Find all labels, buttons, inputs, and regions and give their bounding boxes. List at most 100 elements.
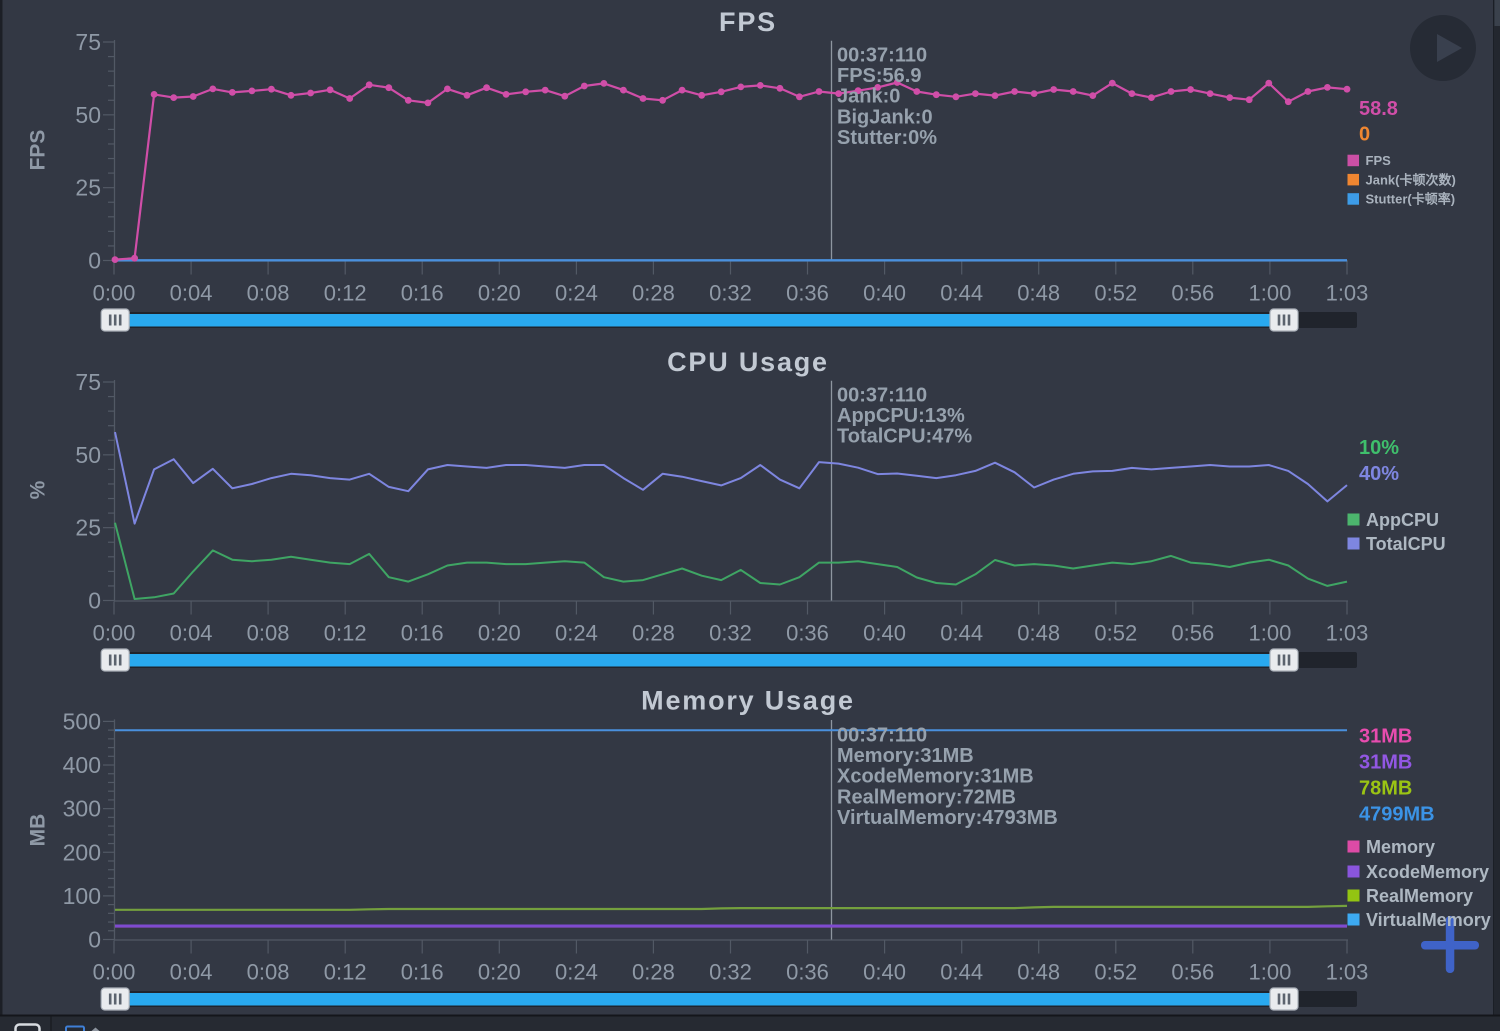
svg-text:0:08: 0:08 (247, 620, 290, 645)
svg-text:MB: MB (27, 814, 50, 847)
svg-text:200: 200 (63, 839, 101, 865)
svg-text:1:00: 1:00 (1248, 620, 1291, 645)
svg-text:0:16: 0:16 (401, 959, 444, 984)
svg-text:0:24: 0:24 (555, 620, 598, 645)
svg-text:0:32: 0:32 (709, 620, 752, 645)
svg-text:0:56: 0:56 (1171, 280, 1214, 305)
svg-text:0:24: 0:24 (555, 280, 598, 305)
svg-text:0:00: 0:00 (93, 620, 136, 645)
svg-text:FPS: FPS (1366, 153, 1392, 168)
svg-text:FPS:56.9: FPS:56.9 (837, 65, 921, 87)
svg-text:0:04: 0:04 (170, 280, 213, 305)
svg-text:4799MB: 4799MB (1359, 804, 1435, 826)
svg-text:0:16: 0:16 (401, 620, 444, 645)
svg-text:0:48: 0:48 (1017, 620, 1060, 645)
svg-text:00:37:110: 00:37:110 (837, 45, 927, 67)
svg-text:0:12: 0:12 (324, 620, 367, 645)
svg-text:%: % (27, 480, 50, 499)
svg-text:0:36: 0:36 (786, 620, 829, 645)
svg-text:VirtualMemory:4793MB: VirtualMemory:4793MB (837, 807, 1058, 829)
svg-text:0:32: 0:32 (709, 959, 752, 984)
svg-text:0:20: 0:20 (478, 959, 521, 984)
svg-text:0:28: 0:28 (632, 959, 675, 984)
svg-text:0:44: 0:44 (940, 620, 983, 645)
svg-text:0:00: 0:00 (93, 280, 136, 305)
svg-text:0:12: 0:12 (324, 959, 367, 984)
svg-text:78MB: 78MB (1359, 778, 1412, 800)
svg-text:Memory Usage: Memory Usage (641, 686, 855, 716)
svg-text:0:56: 0:56 (1171, 959, 1214, 984)
svg-text:VirtualMemory: VirtualMemory (1366, 910, 1491, 930)
svg-text:25: 25 (75, 515, 101, 541)
svg-text:31MB: 31MB (1359, 752, 1412, 774)
svg-text:0:28: 0:28 (632, 620, 675, 645)
svg-text:500: 500 (63, 708, 101, 734)
svg-text:40%: 40% (1359, 463, 1399, 485)
svg-text:0:52: 0:52 (1094, 280, 1137, 305)
svg-text:00:37:110: 00:37:110 (837, 725, 927, 747)
svg-text:0:20: 0:20 (478, 620, 521, 645)
svg-text:400: 400 (63, 752, 101, 778)
svg-text:1:00: 1:00 (1248, 280, 1291, 305)
svg-text:1:03: 1:03 (1326, 620, 1369, 645)
svg-text:00:37:110: 00:37:110 (837, 385, 927, 407)
svg-text:CPU Usage: CPU Usage (667, 347, 829, 377)
svg-text:RealMemory:72MB: RealMemory:72MB (837, 786, 1016, 808)
svg-text:0:08: 0:08 (247, 959, 290, 984)
svg-text:Stutter:0%: Stutter:0% (837, 127, 937, 149)
svg-text:0:04: 0:04 (170, 620, 213, 645)
svg-text:1:00: 1:00 (1248, 959, 1291, 984)
svg-text:0:36: 0:36 (786, 959, 829, 984)
svg-text:XcodeMemory:31MB: XcodeMemory:31MB (837, 766, 1034, 788)
svg-text:Stutter(卡顿率): Stutter(卡顿率) (1366, 192, 1456, 207)
svg-text:0: 0 (88, 588, 101, 614)
svg-text:1:03: 1:03 (1326, 280, 1369, 305)
svg-text:BigJank:0: BigJank:0 (837, 106, 933, 128)
svg-text:Jank(卡顿次数): Jank(卡顿次数) (1366, 172, 1456, 187)
svg-text:300: 300 (63, 796, 101, 822)
svg-text:58.8: 58.8 (1359, 98, 1398, 120)
svg-text:AppCPU:13%: AppCPU:13% (837, 405, 965, 427)
svg-text:0:40: 0:40 (863, 280, 906, 305)
svg-text:Memory: Memory (1366, 837, 1435, 857)
svg-text:Jank:0: Jank:0 (837, 86, 900, 108)
svg-text:FPS: FPS (719, 7, 777, 37)
svg-text:0:52: 0:52 (1094, 959, 1137, 984)
svg-text:0:52: 0:52 (1094, 620, 1137, 645)
svg-text:0:44: 0:44 (940, 280, 983, 305)
svg-text:0: 0 (88, 927, 101, 953)
svg-text:1:03: 1:03 (1326, 959, 1369, 984)
svg-text:0:40: 0:40 (863, 959, 906, 984)
svg-text:0:08: 0:08 (247, 280, 290, 305)
svg-text:0:32: 0:32 (709, 280, 752, 305)
svg-text:0: 0 (88, 248, 101, 274)
svg-text:0:20: 0:20 (478, 280, 521, 305)
svg-text:0:56: 0:56 (1171, 620, 1214, 645)
svg-text:0:40: 0:40 (863, 620, 906, 645)
svg-text:TotalCPU: TotalCPU (1366, 534, 1446, 554)
svg-text:0:24: 0:24 (555, 959, 598, 984)
svg-text:25: 25 (75, 175, 101, 201)
svg-text:10%: 10% (1359, 437, 1399, 459)
svg-text:75: 75 (75, 29, 101, 55)
svg-text:FPS: FPS (27, 130, 50, 171)
svg-text:75: 75 (75, 369, 101, 395)
svg-text:0:28: 0:28 (632, 280, 675, 305)
svg-text:0:48: 0:48 (1017, 280, 1060, 305)
svg-text:0:00: 0:00 (93, 959, 136, 984)
svg-text:0:48: 0:48 (1017, 959, 1060, 984)
svg-text:XcodeMemory: XcodeMemory (1366, 862, 1489, 882)
svg-text:50: 50 (75, 102, 101, 128)
svg-text:31MB: 31MB (1359, 726, 1412, 748)
svg-text:0:36: 0:36 (786, 280, 829, 305)
svg-text:0:16: 0:16 (401, 280, 444, 305)
svg-text:0: 0 (1359, 124, 1370, 146)
svg-text:0:12: 0:12 (324, 280, 367, 305)
svg-text:AppCPU: AppCPU (1366, 510, 1439, 530)
svg-text:50: 50 (75, 442, 101, 468)
svg-text:100: 100 (63, 883, 101, 909)
svg-text:TotalCPU:47%: TotalCPU:47% (837, 426, 972, 448)
svg-text:0:44: 0:44 (940, 959, 983, 984)
svg-text:Memory:31MB: Memory:31MB (837, 745, 974, 767)
svg-text:RealMemory: RealMemory (1366, 886, 1473, 906)
